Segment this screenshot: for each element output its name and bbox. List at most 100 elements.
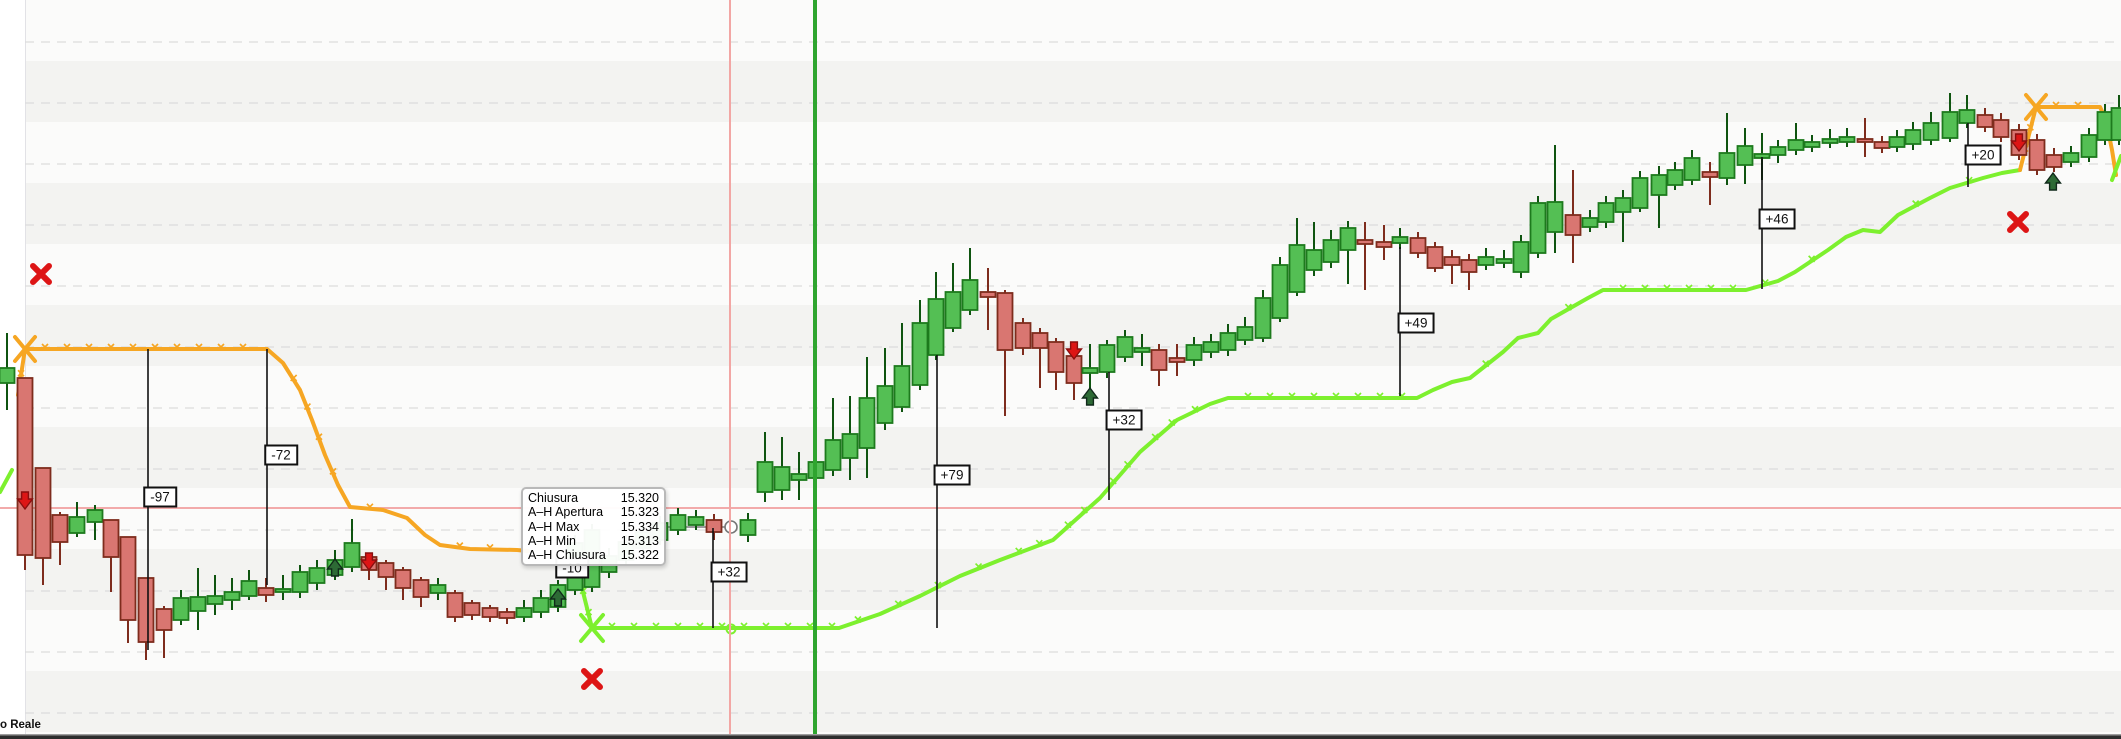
candle-bear[interactable] — [2028, 139, 2046, 171]
candle-bull[interactable] — [1958, 109, 1976, 124]
candle-bear[interactable] — [1375, 241, 1393, 248]
candle-bear[interactable] — [1701, 171, 1719, 178]
candle-bull[interactable] — [1683, 157, 1701, 181]
candle-bull[interactable] — [1185, 344, 1203, 361]
candle-bear[interactable] — [377, 562, 395, 578]
candle-bull[interactable] — [1769, 146, 1787, 156]
candle-bull[interactable] — [1322, 239, 1340, 263]
candle-bear[interactable] — [102, 519, 120, 558]
candle-bull[interactable] — [1116, 336, 1134, 358]
candle-bear[interactable] — [1564, 214, 1582, 236]
candle-bull[interactable] — [68, 516, 86, 534]
candle-bull[interactable] — [189, 596, 207, 612]
candle-bull[interactable] — [274, 588, 292, 593]
candle-bull[interactable] — [1271, 264, 1289, 319]
candle-bear[interactable] — [1031, 332, 1049, 349]
candle-bull[interactable] — [1495, 258, 1513, 264]
candle-bull[interactable] — [429, 584, 447, 594]
candle-bear[interactable] — [1426, 246, 1444, 269]
candle-bear[interactable] — [394, 569, 412, 589]
candle-bull[interactable] — [876, 385, 894, 424]
candle-bull[interactable] — [1529, 202, 1547, 254]
candle-bull[interactable] — [172, 597, 190, 621]
candle-bear[interactable] — [16, 377, 34, 556]
candle-bull[interactable] — [1512, 241, 1530, 273]
candle-bull[interactable] — [1339, 227, 1357, 251]
candle-bull[interactable] — [1666, 169, 1684, 186]
candle-bull[interactable] — [1391, 236, 1409, 244]
candle-bear[interactable] — [1873, 141, 1891, 149]
candle-bear[interactable] — [155, 608, 173, 631]
candle-bull[interactable] — [773, 466, 791, 491]
candle-bull[interactable] — [1631, 177, 1649, 209]
candle-bull[interactable] — [1597, 202, 1615, 223]
candle-bull[interactable] — [1202, 341, 1220, 353]
candle-bull[interactable] — [739, 519, 757, 536]
candle-bull[interactable] — [1904, 129, 1922, 145]
candle-bull[interactable] — [308, 567, 326, 584]
candle-bull[interactable] — [1254, 297, 1272, 339]
candle-bull[interactable] — [1941, 111, 1959, 139]
candle-bear[interactable] — [51, 514, 69, 543]
candle-bull[interactable] — [1650, 174, 1668, 196]
candle-bull[interactable] — [961, 279, 979, 311]
candle-bear[interactable] — [996, 292, 1014, 351]
candle-bull[interactable] — [1098, 344, 1116, 373]
candle-bull[interactable] — [1614, 197, 1632, 213]
candle-bull[interactable] — [841, 433, 859, 459]
candle-bear[interactable] — [1992, 119, 2010, 138]
candle-bull[interactable] — [1838, 136, 1856, 143]
candle-bull[interactable] — [515, 607, 533, 618]
candle-bull[interactable] — [0, 367, 16, 384]
candle-bear[interactable] — [1014, 322, 1032, 349]
candle-bull[interactable] — [1236, 326, 1254, 341]
candle-bear[interactable] — [498, 611, 516, 619]
candle-bear[interactable] — [1976, 114, 1994, 128]
candle-bear[interactable] — [1460, 259, 1478, 273]
candle-bull[interactable] — [1803, 141, 1821, 148]
candle-bear[interactable] — [412, 579, 430, 598]
candle-bull[interactable] — [1922, 122, 1940, 141]
candle-bull[interactable] — [1219, 332, 1237, 351]
candle-bull[interactable] — [790, 473, 808, 481]
candle-bull[interactable] — [1888, 136, 1906, 148]
candle-bull[interactable] — [1718, 152, 1736, 179]
candle-bull[interactable] — [2062, 152, 2080, 163]
candle-bull[interactable] — [824, 439, 842, 471]
candle-bull[interactable] — [1477, 256, 1495, 266]
candle-bear[interactable] — [979, 291, 997, 298]
candle-bear[interactable] — [1150, 349, 1168, 371]
candle-bull[interactable] — [1736, 145, 1754, 166]
candle-bear[interactable] — [2045, 154, 2063, 168]
candle-bear[interactable] — [481, 607, 499, 618]
candle-bear[interactable] — [705, 519, 723, 533]
candle-bull[interactable] — [206, 595, 224, 605]
candle-bull[interactable] — [86, 509, 104, 523]
candle-bull[interactable] — [1133, 347, 1151, 353]
candle-bull[interactable] — [756, 461, 774, 493]
candle-bull[interactable] — [687, 516, 705, 526]
candle-bull[interactable] — [669, 514, 687, 531]
candle-bull[interactable] — [927, 298, 945, 356]
candle-bear[interactable] — [1356, 239, 1374, 245]
candle-bull[interactable] — [944, 291, 962, 329]
candle-bear[interactable] — [1856, 138, 1874, 143]
candle-bull[interactable] — [2110, 107, 2121, 141]
candle-bull[interactable] — [911, 322, 929, 386]
candle-bull[interactable] — [343, 542, 361, 568]
candle-bull[interactable] — [1787, 139, 1805, 151]
candle-bull[interactable] — [1581, 217, 1599, 228]
candle-bear[interactable] — [1047, 341, 1065, 373]
candle-bull[interactable] — [2096, 111, 2114, 141]
candle-bear[interactable] — [1443, 256, 1461, 266]
candle-bear[interactable] — [446, 592, 464, 618]
candle-bear[interactable] — [463, 602, 481, 616]
candle-bull[interactable] — [858, 397, 876, 449]
candle-bear[interactable] — [257, 587, 275, 596]
candle-bull[interactable] — [1081, 367, 1099, 374]
candle-bull[interactable] — [1288, 244, 1306, 293]
candle-bear[interactable] — [1168, 357, 1186, 363]
candle-bull[interactable] — [1546, 201, 1564, 233]
candle-bull[interactable] — [291, 571, 309, 593]
candle-bear[interactable] — [34, 467, 52, 559]
